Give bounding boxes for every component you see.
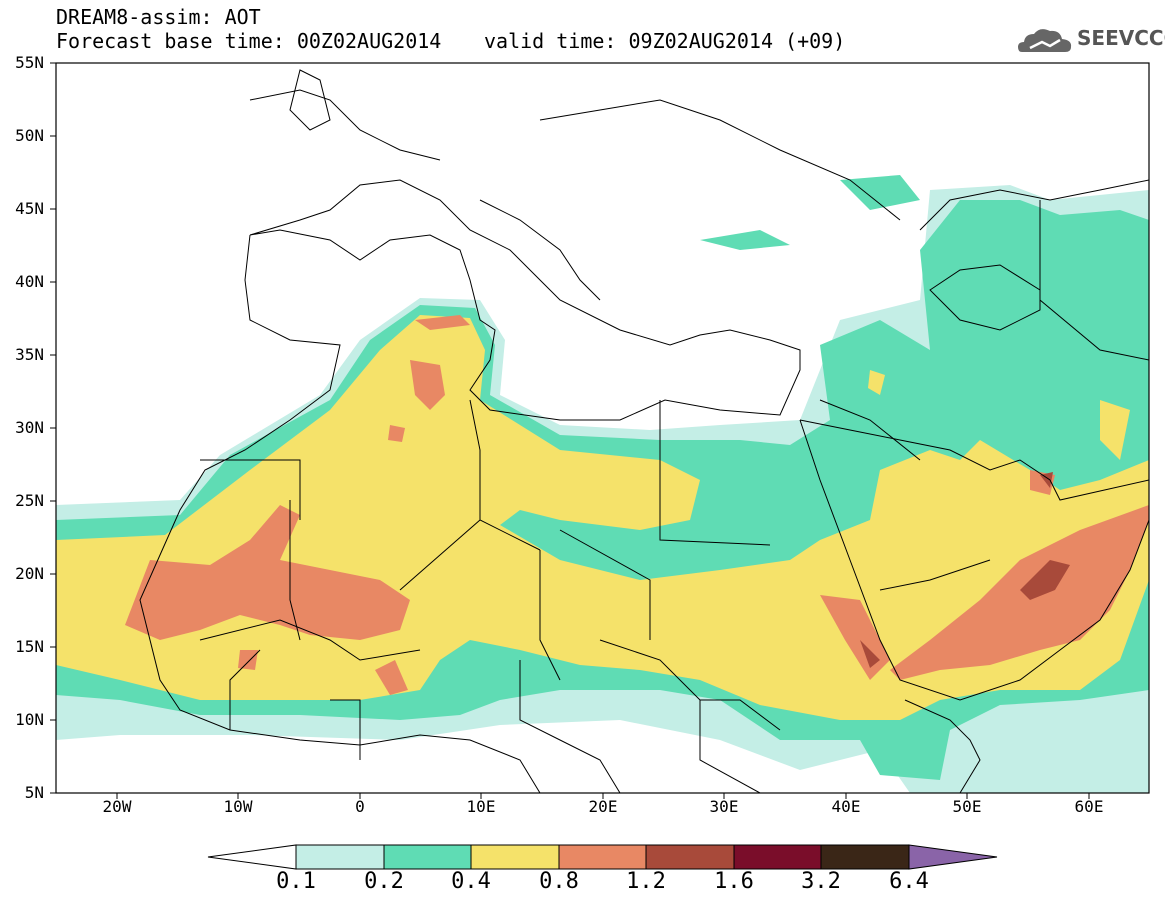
colorbar <box>207 844 998 870</box>
lon-tick-label: 10E <box>466 797 496 816</box>
colorbar-label: 1.6 <box>714 869 754 894</box>
colorbar-label: 3.2 <box>801 869 841 894</box>
colorbar-swatch-0.8 <box>558 844 647 870</box>
valid-time: valid time: 09Z02AUG2014 (+09) <box>484 29 846 53</box>
lat-tick-label: 35N <box>15 345 44 364</box>
cloud-logo-icon <box>1018 29 1072 52</box>
lat-tick-label: 5N <box>24 783 44 802</box>
lat-tick-label: 20N <box>15 564 44 583</box>
coastlines <box>139 69 1149 793</box>
chart-title: DREAM8-assim: AOT <box>56 5 261 29</box>
colorbar-high-arrow <box>908 844 998 870</box>
colorbar-label: 0.1 <box>276 869 316 894</box>
logo-text: SEEVCCC <box>1077 26 1165 50</box>
lon-tick-label: 20W <box>102 797 132 816</box>
colorbar-swatch-1.2 <box>645 844 735 870</box>
lat-tick-label: 10N <box>15 710 44 729</box>
lat-tick-label: 40N <box>15 272 44 291</box>
lon-tick-label: 50E <box>952 797 982 816</box>
colorbar-label: 0.4 <box>451 869 491 894</box>
colorbar-swatch-3.2 <box>820 844 910 870</box>
lat-tick-label: 50N <box>15 126 44 145</box>
colorbar-swatch-0.2 <box>383 844 472 870</box>
colorbar-label: 0.2 <box>364 869 404 894</box>
axis-ticks <box>50 62 1090 799</box>
lon-tick-label: 10W <box>223 797 253 816</box>
lat-tick-label: 55N <box>15 53 44 72</box>
lon-tick-label: 20E <box>588 797 618 816</box>
colorbar-label: 6.4 <box>889 869 929 894</box>
lon-tick-label: 30E <box>709 797 739 816</box>
colorbar-label: 1.2 <box>626 869 666 894</box>
forecast-base-time: Forecast base time: 00Z02AUG2014 <box>56 29 442 53</box>
aot-level-1.2 <box>860 472 1070 668</box>
lat-tick-label: 45N <box>15 199 44 218</box>
colorbar-swatch-1.6 <box>733 844 822 870</box>
colorbar-label: 0.8 <box>539 869 579 894</box>
lat-tick-label: 30N <box>15 418 44 437</box>
lon-tick-label: 0 <box>355 797 365 816</box>
lat-tick-label: 25N <box>15 491 44 510</box>
lon-tick-label: 40E <box>831 797 861 816</box>
aot-field <box>56 175 1149 793</box>
colorbar-swatch-0.1 <box>295 844 385 870</box>
aot-level-0.8 <box>125 315 1149 695</box>
colorbar-low-arrow <box>207 844 297 870</box>
lon-tick-label: 60E <box>1074 797 1104 816</box>
colorbar-swatch-0.4 <box>470 844 560 870</box>
lat-tick-label: 15N <box>15 637 44 656</box>
